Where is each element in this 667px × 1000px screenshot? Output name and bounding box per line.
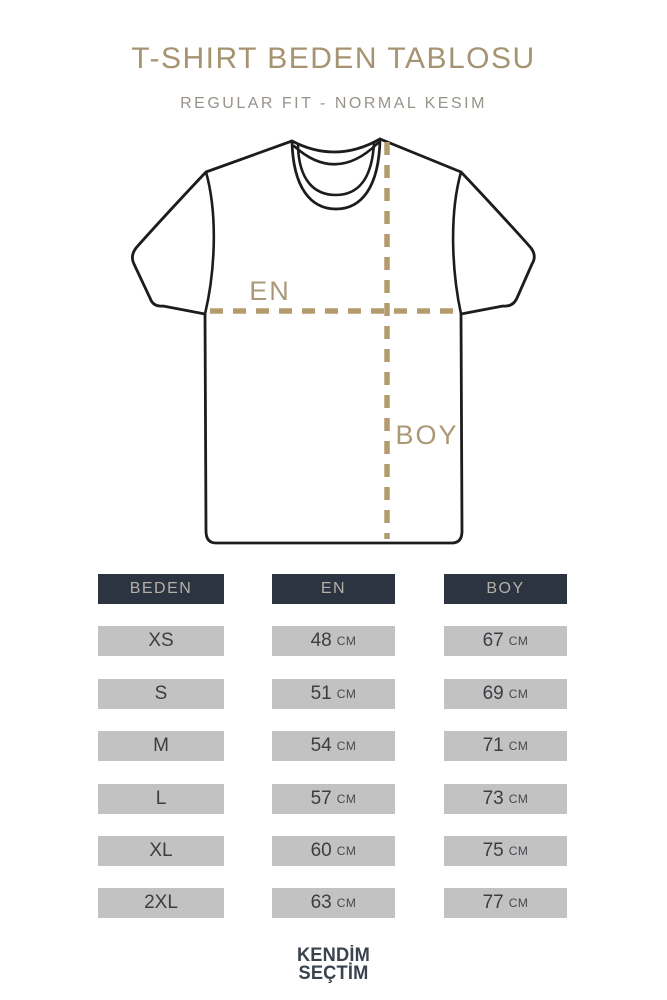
- collar-band-inner: [296, 141, 376, 197]
- value-unit: cm: [508, 896, 529, 911]
- value-number: 71: [482, 735, 504, 757]
- en-value-cell: 57 cm: [272, 783, 395, 814]
- armhole-seam-left: [203, 170, 216, 316]
- value-number: 69: [482, 682, 504, 704]
- length-label: BOY: [395, 420, 458, 450]
- en-value-cell: 54 cm: [272, 731, 395, 762]
- width-label: EN: [249, 276, 291, 306]
- value-number: 75: [482, 839, 504, 861]
- size-cell: M: [98, 731, 224, 762]
- boy-value-cell: 67 cm: [444, 626, 567, 657]
- value-unit: cm: [336, 686, 357, 701]
- value-unit: cm: [508, 634, 529, 649]
- size-cell: L: [98, 783, 224, 814]
- value-unit: cm: [508, 791, 529, 806]
- value-number: 77: [482, 892, 504, 914]
- value-unit: cm: [336, 739, 357, 754]
- value-number: 54: [310, 735, 332, 757]
- value-number: 51: [310, 682, 332, 704]
- value-number: 60: [310, 839, 332, 861]
- value-unit: cm: [336, 843, 357, 858]
- value-unit: cm: [336, 896, 357, 911]
- size-cell: XS: [98, 626, 224, 657]
- en-value-cell: 51 cm: [272, 678, 395, 709]
- boy-value-cell: 71 cm: [444, 731, 567, 762]
- boy-value-cell: 75 cm: [444, 835, 567, 866]
- armhole-seam-right: [451, 170, 463, 316]
- column-header-en: EN: [272, 574, 395, 604]
- value-unit: cm: [336, 791, 357, 806]
- page-title: T-SHIRT BEDEN TABLOSU: [131, 42, 536, 75]
- value-unit: cm: [336, 634, 357, 649]
- value-number: 63: [310, 892, 332, 914]
- collar-band-outer: [290, 137, 382, 211]
- en-value-cell: 48 cm: [272, 626, 395, 657]
- boy-value-cell: 77 cm: [444, 888, 567, 919]
- size-cell: XL: [98, 835, 224, 866]
- page-subtitle: REGULAR FIT - NORMAL KESIM: [180, 95, 487, 112]
- value-unit: cm: [508, 739, 529, 754]
- boy-value-cell: 73 cm: [444, 783, 567, 814]
- value-unit: cm: [508, 843, 529, 858]
- size-cell: S: [98, 678, 224, 709]
- boy-value-cell: 69 cm: [444, 678, 567, 709]
- size-table-column-en: EN 48 cm 51 cm 54 cm 57 cm 60 cm 63 cm: [272, 574, 395, 919]
- en-value-cell: 60 cm: [272, 835, 395, 866]
- brand-line-1: KENDİM: [296, 945, 371, 966]
- column-header-beden: BEDEN: [98, 574, 224, 604]
- collar-back-seam: [292, 141, 380, 166]
- brand-line-2: SEÇTİM: [298, 962, 369, 984]
- value-unit: cm: [508, 686, 529, 701]
- value-number: 48: [310, 630, 332, 652]
- en-value-cell: 63 cm: [272, 888, 395, 919]
- brand-logo: KENDİM SEÇTİM: [13, 945, 653, 984]
- value-number: 67: [482, 630, 504, 652]
- column-header-boy: BOY: [444, 574, 567, 604]
- value-number: 57: [310, 787, 332, 809]
- value-number: 73: [482, 787, 504, 809]
- size-table-column-boy: BOY 67 cm 69 cm 71 cm 73 cm 75 cm 77 cm: [444, 574, 567, 919]
- tshirt-diagram: EN BOY: [131, 137, 536, 545]
- size-table-column-beden: BEDEN XS S M L XL 2XL: [98, 574, 224, 919]
- size-cell: 2XL: [98, 888, 224, 919]
- tshirt-outline: [131, 137, 536, 545]
